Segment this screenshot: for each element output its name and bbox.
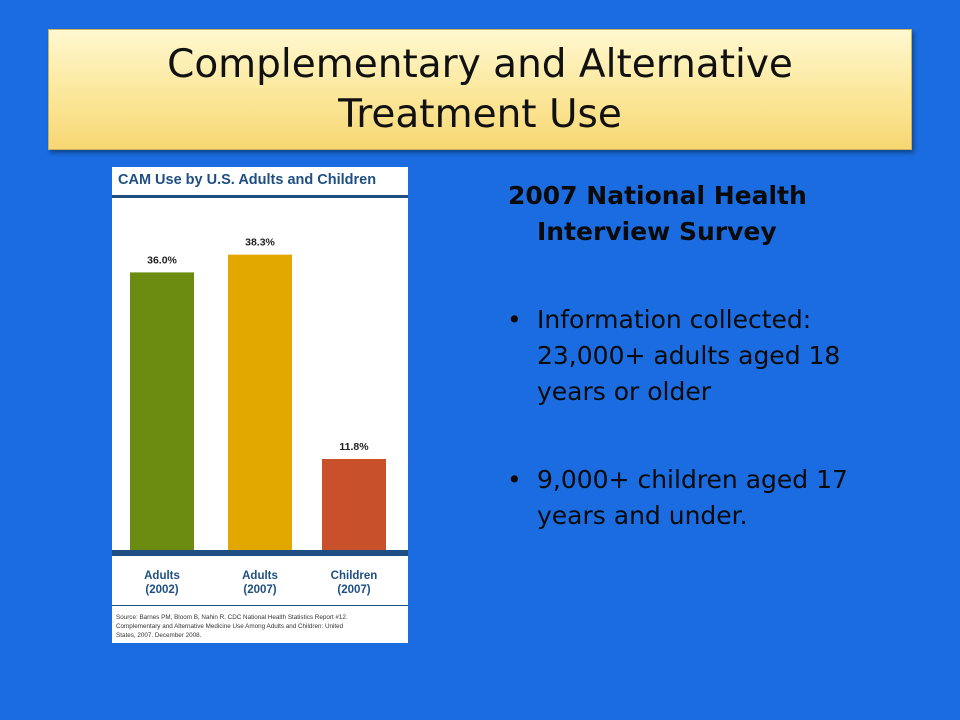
bullet-list: • Information collected: 23,000+ adults … [507,302,908,534]
source-line-2: Complementary and Alternative Medicine U… [116,623,344,630]
bullet-dot-icon: • [507,305,522,334]
category-label-1: (2002) [145,584,178,596]
chart-panel: CAM Use by U.S. Adults and Children 36.0… [112,167,408,643]
chart-title: CAM Use by U.S. Adults and Children [118,172,376,188]
chart-source: Source: Barnes PM, Bloom B, Nahin R. CDC… [116,614,348,639]
slide-title: Complementary and Alternative Treatment … [167,41,793,137]
category-label-2: (2007) [243,584,276,596]
source-line-1: Source: Barnes PM, Bloom B, Nahin R. CDC… [116,614,348,621]
category-labels: Adults (2002) Adults (2007) Children (2007) [144,570,377,596]
bar-value-label-3: 11.8% [339,441,369,453]
bar-3 [322,459,386,550]
bars-group: 36.0% 38.3% 11.8% [130,237,386,551]
category-label-1: Adults [144,570,180,582]
bar-2 [228,254,292,551]
category-label-2: Adults [242,570,278,582]
source-line-3: States, 2007. December 2008. [116,632,202,639]
bar-1 [130,272,194,550]
bar-value-label-1: 36.0% [147,254,177,266]
category-label-3: (2007) [337,584,370,596]
bullet-item-1: • Information collected: 23,000+ adults … [507,302,908,410]
bar-chart: CAM Use by U.S. Adults and Children 36.0… [112,172,408,639]
bullet-dot-icon: • [507,465,522,494]
chart-top-rule [112,195,408,198]
bullet-item-2: • 9,000+ children aged 17 years and unde… [507,462,908,534]
bullet-text-2: 9,000+ children aged 17 years and under. [537,465,848,530]
survey-title: 2007 National Health Interview Survey [508,181,807,246]
source-divider [112,605,408,606]
bar-value-label-2: 38.3% [245,237,275,249]
chart-baseline [112,550,408,556]
title-box: Complementary and Alternative Treatment … [48,29,912,150]
slide-body: 2007 National Health Interview Survey • … [507,178,908,586]
category-label-3: Children [331,570,378,582]
bullet-text-1: Information collected: 23,000+ adults ag… [537,305,841,406]
